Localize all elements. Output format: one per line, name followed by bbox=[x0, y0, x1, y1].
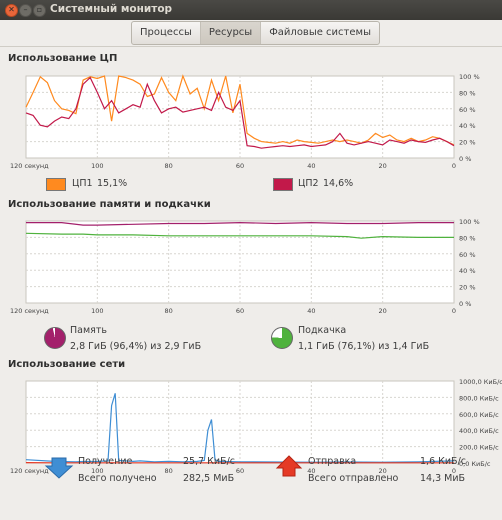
close-button[interactable]: ✕ bbox=[5, 4, 18, 17]
network-y-tick-label: 400,0 КиБ/с bbox=[459, 427, 499, 435]
receive-total: 282,5 МиБ bbox=[183, 473, 235, 484]
swap-value: 1,1 ГиБ (76,1%) из 1,4 ГиБ bbox=[298, 341, 430, 352]
cpu1-legend-label: ЦП1 bbox=[72, 178, 93, 189]
swap-pie-icon[interactable] bbox=[271, 327, 293, 349]
window-title: Системный монитор bbox=[50, 3, 173, 15]
cpu-y-tick-label: 0 % bbox=[459, 155, 471, 163]
send-total: 14,3 МиБ bbox=[420, 473, 466, 484]
network-x-tick-label: 40 bbox=[307, 467, 315, 475]
tab-filesystems[interactable]: Файловые системы bbox=[269, 27, 371, 38]
send-rate: 1,6 КиБ/с bbox=[420, 456, 466, 467]
network-x-tick-label: 100 bbox=[91, 467, 103, 475]
network-x-tick-label: 120 секунд bbox=[10, 467, 49, 475]
memory-x-tick-label: 120 секунд bbox=[10, 307, 49, 315]
tab-bar: Процессы Ресурсы Файловые системы bbox=[131, 21, 380, 45]
network-x-tick-label: 80 bbox=[165, 467, 173, 475]
send-total-label: Всего отправлено bbox=[308, 473, 399, 484]
memory-y-tick-label: 100 % bbox=[459, 218, 480, 226]
memory-x-tick-label: 20 bbox=[379, 307, 387, 315]
receive-arrow-icon bbox=[44, 457, 74, 479]
cpu-y-tick-label: 80 % bbox=[459, 89, 476, 97]
minimize-icon: – bbox=[23, 5, 28, 14]
memory-x-tick-label: 40 bbox=[307, 307, 315, 315]
swap-label: Подкачка bbox=[298, 325, 347, 336]
memory-x-tick-label: 0 bbox=[452, 307, 456, 315]
network-x-tick-label: 0 bbox=[452, 467, 456, 475]
memory-section-title: Использование памяти и подкачки bbox=[8, 199, 211, 210]
cpu-x-tick-label: 100 bbox=[91, 162, 103, 170]
tab-processes[interactable]: Процессы bbox=[132, 22, 201, 44]
title-bar: ✕ – ▫ Системный монитор bbox=[0, 0, 502, 20]
cpu-y-tick-label: 60 % bbox=[459, 106, 476, 114]
memory-label: Память bbox=[70, 325, 107, 336]
memory-y-tick-label: 60 % bbox=[459, 251, 476, 259]
cpu2-color-swatch[interactable] bbox=[273, 178, 293, 191]
cpu-series-line-1 bbox=[25, 74, 455, 146]
maximize-icon: ▫ bbox=[36, 5, 43, 14]
receive-total-label: Всего получено bbox=[78, 473, 157, 484]
memory-y-tick-label: 0 % bbox=[459, 300, 471, 308]
network-y-tick-label: 600,0 КиБ/с bbox=[459, 411, 499, 419]
cpu-section-title: Использование ЦП bbox=[8, 53, 118, 64]
tab-resources[interactable]: Ресурсы bbox=[200, 22, 262, 44]
cpu2-legend-label: ЦП2 bbox=[298, 178, 319, 189]
network-section-title: Использование сети bbox=[8, 359, 126, 370]
cpu-y-tick-label: 20 % bbox=[459, 139, 476, 147]
network-y-tick-label: 800,0 КиБ/с bbox=[459, 394, 499, 402]
cpu-x-tick-label: 80 bbox=[165, 162, 173, 170]
minimize-button[interactable]: – bbox=[19, 4, 32, 17]
send-label: Отправка bbox=[308, 456, 357, 467]
memory-y-tick-label: 20 % bbox=[459, 284, 476, 292]
cpu-x-tick-label: 120 секунд bbox=[10, 162, 49, 170]
network-x-tick-label: 60 bbox=[236, 467, 244, 475]
send-arrow-icon bbox=[275, 455, 303, 477]
cpu2-legend-value: 14,6% bbox=[323, 178, 354, 189]
memory-series-line-1 bbox=[26, 221, 454, 226]
memory-x-tick-label: 80 bbox=[165, 307, 173, 315]
network-y-tick-label: 0,0 КиБ/с bbox=[459, 460, 491, 468]
memory-value: 2,8 ГиБ (96,4%) из 2,9 ГиБ bbox=[70, 341, 202, 352]
cpu-series-line-2 bbox=[25, 76, 455, 149]
close-icon: ✕ bbox=[8, 5, 15, 14]
memory-x-tick-label: 100 bbox=[91, 307, 103, 315]
memory-pie-icon[interactable] bbox=[44, 327, 66, 349]
memory-x-tick-label: 60 bbox=[236, 307, 244, 315]
receive-label: Получение bbox=[78, 456, 133, 467]
memory-y-tick-label: 40 % bbox=[459, 267, 476, 275]
memory-y-tick-label: 80 % bbox=[459, 234, 476, 242]
cpu-x-tick-label: 40 bbox=[307, 162, 315, 170]
cpu-x-tick-label: 60 bbox=[236, 162, 244, 170]
cpu-y-tick-label: 40 % bbox=[459, 122, 476, 130]
network-y-tick-label: 200,0 КиБ/с bbox=[459, 444, 499, 452]
network-x-tick-label: 20 bbox=[379, 467, 387, 475]
cpu-y-tick-label: 100 % bbox=[459, 73, 480, 81]
cpu-x-tick-label: 0 bbox=[452, 162, 456, 170]
memory-series-line-2 bbox=[25, 232, 454, 239]
cpu1-legend-value: 15,1% bbox=[97, 178, 128, 189]
receive-rate: 25,7 КиБ/с bbox=[183, 456, 236, 467]
network-y-tick-label: 1000,0 КиБ/с bbox=[459, 378, 502, 386]
maximize-button[interactable]: ▫ bbox=[33, 4, 46, 17]
cpu-x-tick-label: 20 bbox=[379, 162, 387, 170]
cpu1-color-swatch[interactable] bbox=[46, 178, 66, 191]
